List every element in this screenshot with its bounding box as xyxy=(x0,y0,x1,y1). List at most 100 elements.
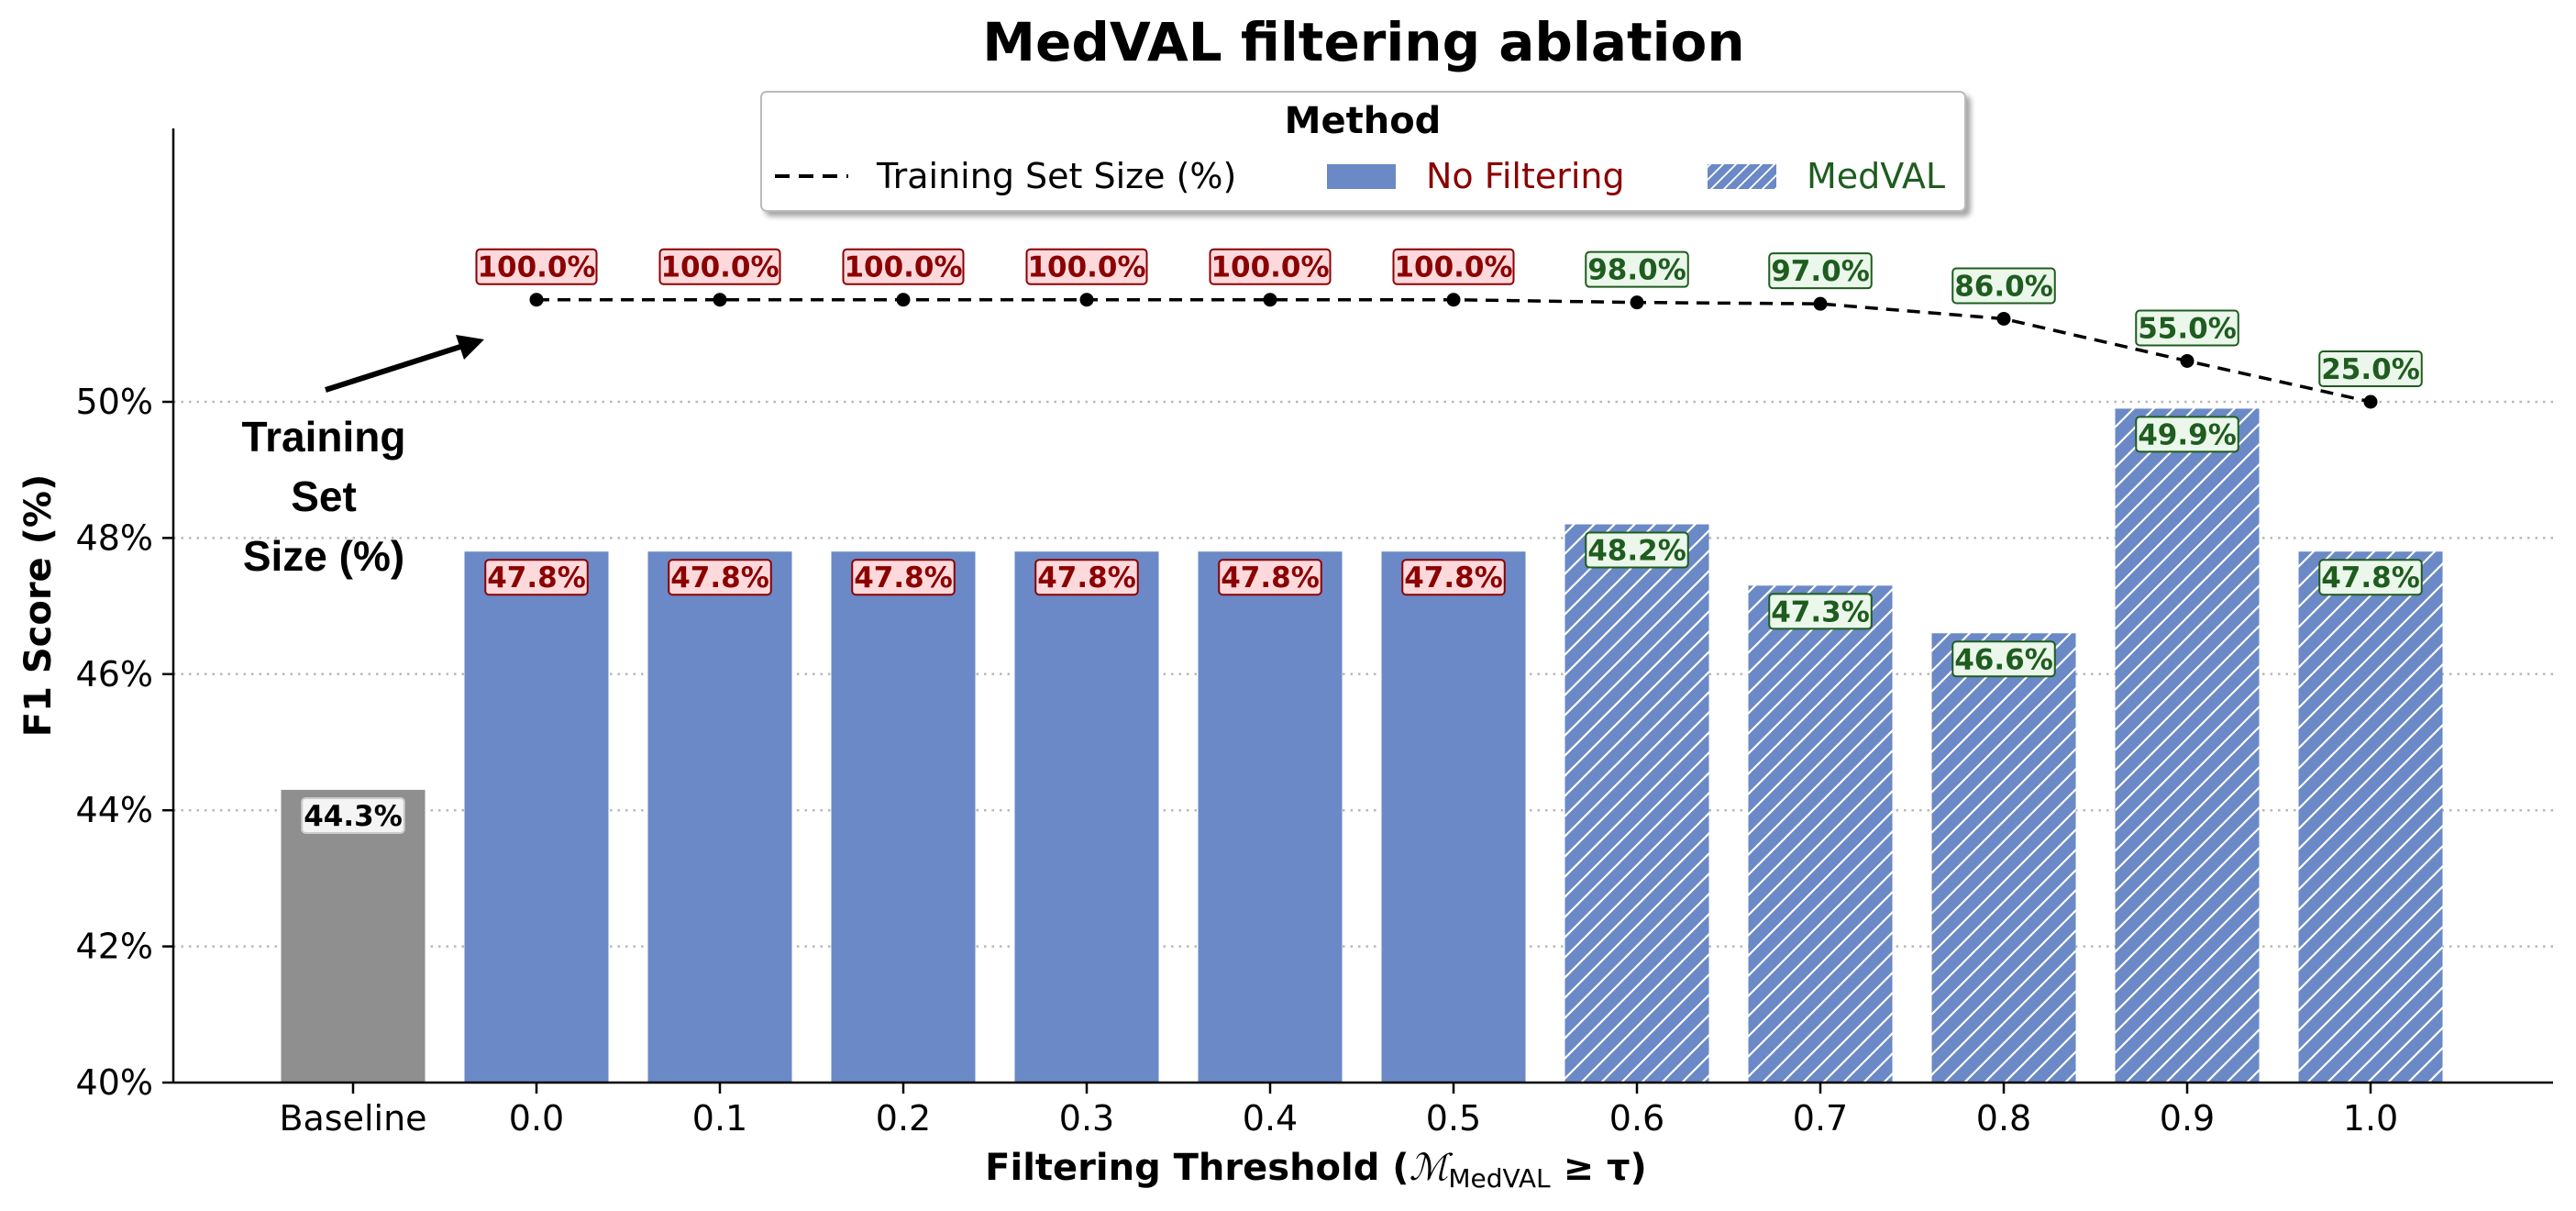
bar-labels: 44.3% 47.8% 47.8% 47.8% 47.8% 47.8% 47.8% 48.2%… xyxy=(301,416,2423,834)
training-size-point xyxy=(1446,293,1461,307)
legend-item-medval: MedVAL xyxy=(1807,156,1945,196)
bar-0.9 xyxy=(2115,408,2260,1083)
bar-0.7 xyxy=(1748,585,1893,1083)
legend: Method Training Set Size (%) No Filterin… xyxy=(760,91,1966,212)
x-axis-label-math: ℳ xyxy=(1410,1147,1454,1189)
bar-0.1 xyxy=(647,551,792,1083)
bars xyxy=(281,408,2443,1083)
bar-value-label: 48.2% xyxy=(1587,535,1686,568)
x-tick-label: 0.7 xyxy=(1793,1098,1848,1139)
bar-value-label: 47.8% xyxy=(670,561,769,594)
y-tick-label: 42% xyxy=(76,927,153,967)
legend-item-training-size: Training Set Size (%) xyxy=(876,156,1236,196)
bar-value-label-box xyxy=(1768,593,1873,630)
training-size-label: 100.0% xyxy=(1027,251,1145,284)
bar-value-label-box xyxy=(1585,531,1689,569)
x-ticks: Baseline 0.0 0.1 0.2 0.3 0.4 0.5 0.6 0.7 0.8 0.9 1.… xyxy=(279,1083,2398,1139)
bar-0.2 xyxy=(831,551,976,1083)
x-axis-label: Filtering Threshold (ℳMedVAL ≥ τ) xyxy=(985,1147,1647,1194)
training-size-label: 25.0% xyxy=(2321,353,2420,386)
training-size-label-box xyxy=(1585,250,1689,288)
bar-value-label: 46.6% xyxy=(1954,643,2053,676)
y-tick-label: 44% xyxy=(76,790,153,830)
bar-value-label: 49.9% xyxy=(2138,418,2237,451)
bar-value-label-box xyxy=(1951,640,2056,678)
training-size-label-box xyxy=(1768,252,1873,290)
chart-title: MedVAL filtering ablation xyxy=(982,11,1744,73)
training-size-point xyxy=(713,293,727,307)
x-tick-label: Baseline xyxy=(279,1098,426,1139)
training-size-label-box xyxy=(658,248,781,285)
training-size-label-box xyxy=(842,248,965,285)
bar-value-label-box xyxy=(1218,559,1322,596)
training-size-label-box xyxy=(2135,309,2239,347)
legend-solid-bar-icon xyxy=(1327,164,1396,189)
bar-value-label: 47.8% xyxy=(854,561,953,594)
bar-value-label: 47.8% xyxy=(487,561,586,594)
training-size-label: 97.0% xyxy=(1771,255,1870,288)
training-size-label-box xyxy=(1025,248,1148,285)
x-axis-label-sub: MedVAL xyxy=(1448,1163,1551,1194)
annotation-arrow xyxy=(325,343,464,393)
annotation-arrowhead xyxy=(456,335,484,360)
bar-0.6 xyxy=(1564,524,1709,1083)
bar-0.0 xyxy=(464,551,609,1083)
bar-value-label: 47.8% xyxy=(1404,561,1503,594)
training-size-point xyxy=(1996,311,2011,326)
training-size-point xyxy=(1079,293,1094,307)
training-size-annotation: Training Set Size (%) xyxy=(242,335,484,580)
x-tick-label: 0.6 xyxy=(1609,1098,1664,1139)
legend-hatched-bar-icon xyxy=(1708,164,1776,189)
x-tick-label: 0.0 xyxy=(509,1098,564,1139)
bar-value-label-box xyxy=(2135,416,2239,453)
training-size-point xyxy=(2363,394,2378,409)
x-axis-label-main: Filtering Threshold ( xyxy=(985,1147,1409,1189)
training-size-label: 100.0% xyxy=(660,251,779,284)
training-size-label-box xyxy=(2318,350,2423,387)
bar-0.3 xyxy=(1014,551,1159,1083)
bar-0.5 xyxy=(1381,551,1526,1083)
bar-value-label-box xyxy=(1034,559,1139,596)
x-tick-label: 0.5 xyxy=(1426,1098,1481,1139)
training-size-labels: 100.0% 100.0% 100.0% 100.0% 100.0% 100.0% 98.0… xyxy=(475,248,2423,387)
training-size-label-box xyxy=(1209,248,1332,285)
training-size-point xyxy=(1263,293,1277,307)
annotation-line-3: Size (%) xyxy=(243,532,404,580)
bar-value-label: 47.8% xyxy=(1221,561,1320,594)
annotation-line-1: Training xyxy=(242,413,406,461)
legend-box xyxy=(760,91,1966,212)
bar-value-label: 47.8% xyxy=(1037,561,1136,594)
y-tick-label: 46% xyxy=(76,654,153,694)
training-size-label: 86.0% xyxy=(1954,270,2053,303)
training-size-label: 100.0% xyxy=(1394,251,1512,284)
training-size-label: 55.0% xyxy=(2138,312,2237,345)
bar-value-label-box xyxy=(301,796,405,834)
bar-value-label-box xyxy=(851,559,956,596)
axes xyxy=(171,128,2553,1084)
bar-Baseline xyxy=(281,789,426,1083)
annotation-line-2: Set xyxy=(291,472,357,520)
bar-value-label-box xyxy=(2318,559,2423,596)
bar-value-label-box xyxy=(1401,559,1506,596)
training-size-label-box xyxy=(1951,267,2056,305)
training-size-label: 100.0% xyxy=(1211,251,1329,284)
training-size-label: 98.0% xyxy=(1587,254,1686,287)
training-size-point xyxy=(896,293,911,307)
x-tick-label: 0.2 xyxy=(876,1098,931,1139)
training-size-point xyxy=(1630,295,1644,310)
y-axis-label: F1 Score (%) xyxy=(17,474,60,738)
training-size-series-line xyxy=(536,297,2371,404)
training-size-line xyxy=(529,293,2378,409)
y-tick-label: 50% xyxy=(76,382,153,422)
bar-value-label-box xyxy=(668,559,772,596)
legend-item-no-filtering: No Filtering xyxy=(1426,156,1625,196)
training-size-point xyxy=(529,293,544,307)
x-axis-label-rest: ≥ τ) xyxy=(1551,1147,1647,1189)
y-ticks: 40% 42% 44% 46% 48% 50% xyxy=(76,382,173,1103)
x-tick-label: 0.9 xyxy=(2160,1098,2215,1139)
y-tick-label: 48% xyxy=(76,517,153,558)
x-tick-label: 0.4 xyxy=(1243,1098,1298,1139)
training-size-point xyxy=(2180,353,2195,368)
training-size-point xyxy=(1813,296,1828,311)
